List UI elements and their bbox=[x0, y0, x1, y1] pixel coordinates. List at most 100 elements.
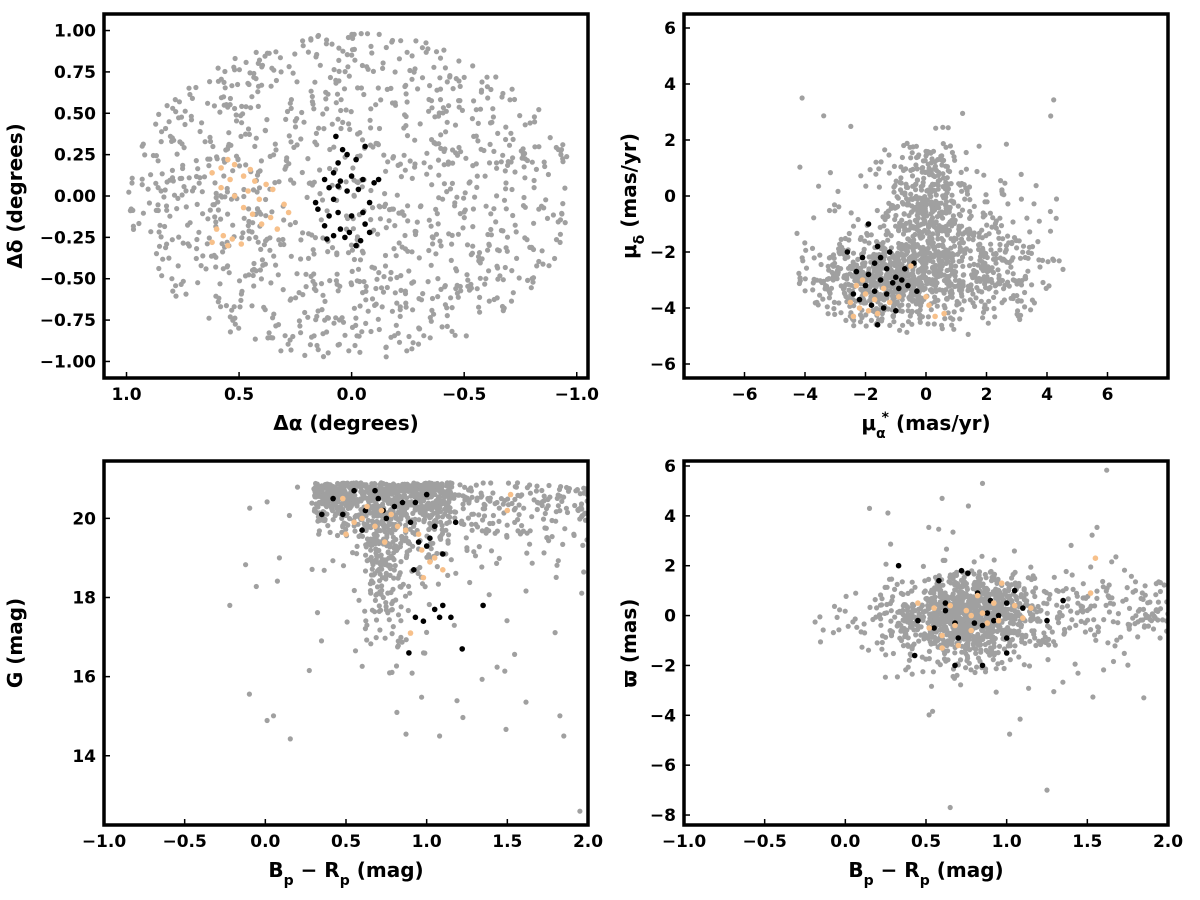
data-point-orange bbox=[238, 241, 245, 247]
field-star-point bbox=[251, 74, 257, 80]
data-point-orange bbox=[231, 161, 238, 168]
field-star-point bbox=[794, 230, 800, 236]
field-star-point bbox=[352, 528, 358, 534]
field-star-point bbox=[1035, 239, 1041, 245]
x-tick-label: 4 bbox=[1041, 385, 1053, 405]
field-star-point bbox=[423, 49, 429, 55]
field-star-point bbox=[411, 493, 417, 500]
field-star-point bbox=[964, 602, 970, 608]
field-star-point bbox=[846, 237, 852, 243]
field-star-point bbox=[944, 175, 950, 181]
field-star-point bbox=[284, 155, 290, 161]
data-point-orange bbox=[225, 156, 231, 163]
field-star-point bbox=[454, 194, 460, 200]
field-star-point bbox=[974, 168, 980, 175]
field-star-point bbox=[359, 329, 365, 335]
field-star-point bbox=[939, 242, 946, 248]
field-star-point bbox=[930, 172, 936, 179]
field-star-point bbox=[495, 130, 501, 136]
field-star-point bbox=[365, 308, 371, 314]
field-star-point bbox=[541, 159, 547, 165]
field-star-point bbox=[438, 145, 444, 151]
field-star-point bbox=[429, 182, 435, 188]
field-star-point bbox=[932, 159, 938, 165]
field-star-point bbox=[825, 263, 831, 269]
field-star-point bbox=[536, 144, 542, 150]
field-star-point bbox=[398, 287, 404, 293]
field-star-point bbox=[471, 98, 477, 104]
field-star-point bbox=[239, 120, 245, 126]
field-star-point bbox=[977, 276, 984, 282]
field-star-point bbox=[898, 180, 904, 186]
field-star-point bbox=[217, 109, 223, 115]
field-star-point bbox=[292, 219, 298, 226]
field-star-point bbox=[320, 111, 326, 117]
field-star-point bbox=[509, 86, 515, 92]
field-star-point bbox=[368, 217, 374, 223]
field-star-point bbox=[452, 203, 458, 209]
field-star-point bbox=[327, 165, 333, 172]
data-point-orange bbox=[420, 574, 427, 581]
field-star-point bbox=[930, 669, 937, 675]
field-star-point bbox=[255, 206, 261, 212]
field-star-point bbox=[496, 518, 502, 525]
data-point-black bbox=[326, 184, 332, 191]
field-star-point bbox=[996, 235, 1002, 241]
field-star-point bbox=[943, 254, 949, 260]
field-star-point bbox=[305, 255, 312, 261]
data-point-black bbox=[480, 602, 486, 609]
data-point-orange bbox=[245, 188, 251, 194]
field-star-point bbox=[355, 266, 362, 272]
field-star-point bbox=[552, 630, 558, 636]
field-star-point bbox=[1018, 282, 1025, 288]
field-star-point bbox=[354, 551, 360, 557]
field-star-point bbox=[376, 603, 382, 609]
field-star-point bbox=[845, 254, 851, 260]
field-star-point bbox=[957, 182, 963, 188]
field-star-point bbox=[352, 342, 358, 349]
field-star-point bbox=[814, 299, 820, 305]
field-star-point bbox=[368, 542, 374, 549]
y-axis-label: G (mag) bbox=[3, 598, 27, 688]
field-star-point bbox=[142, 152, 148, 158]
field-star-point bbox=[993, 260, 999, 266]
y-tick-label: 0.25 bbox=[54, 146, 96, 166]
field-star-point bbox=[444, 323, 450, 329]
field-star-point bbox=[320, 354, 327, 360]
field-star-point bbox=[410, 307, 416, 313]
field-star-point bbox=[452, 122, 459, 128]
field-star-point bbox=[236, 278, 243, 284]
field-star-point bbox=[916, 311, 923, 318]
field-star-point bbox=[822, 285, 829, 291]
field-star-point bbox=[467, 579, 473, 586]
field-star-point bbox=[959, 254, 966, 260]
field-star-point bbox=[450, 160, 456, 166]
field-star-point bbox=[510, 136, 516, 142]
field-star-point bbox=[325, 91, 331, 97]
field-star-point bbox=[172, 97, 178, 103]
field-star-point bbox=[407, 541, 413, 547]
field-star-point bbox=[843, 317, 849, 323]
field-star-point bbox=[946, 579, 952, 585]
field-star-point bbox=[235, 157, 241, 163]
field-star-point bbox=[836, 300, 842, 306]
field-star-point bbox=[303, 284, 309, 290]
data-point-orange bbox=[359, 515, 365, 522]
field-star-point bbox=[851, 323, 857, 329]
field-star-point bbox=[1011, 649, 1017, 655]
field-star-point bbox=[536, 107, 542, 113]
field-star-point bbox=[178, 281, 184, 287]
field-star-point bbox=[947, 574, 953, 580]
field-star-point bbox=[335, 342, 341, 348]
field-star-point bbox=[944, 296, 950, 302]
y-tick-label: −4 bbox=[650, 299, 676, 319]
field-star-point bbox=[393, 597, 399, 603]
field-star-point bbox=[411, 69, 417, 75]
field-star-point bbox=[850, 272, 856, 278]
field-star-point bbox=[222, 68, 228, 75]
field-star-point bbox=[276, 237, 282, 243]
field-star-point bbox=[838, 236, 844, 242]
field-star-point bbox=[364, 31, 371, 37]
field-star-point bbox=[303, 271, 309, 277]
field-star-point bbox=[886, 170, 892, 176]
